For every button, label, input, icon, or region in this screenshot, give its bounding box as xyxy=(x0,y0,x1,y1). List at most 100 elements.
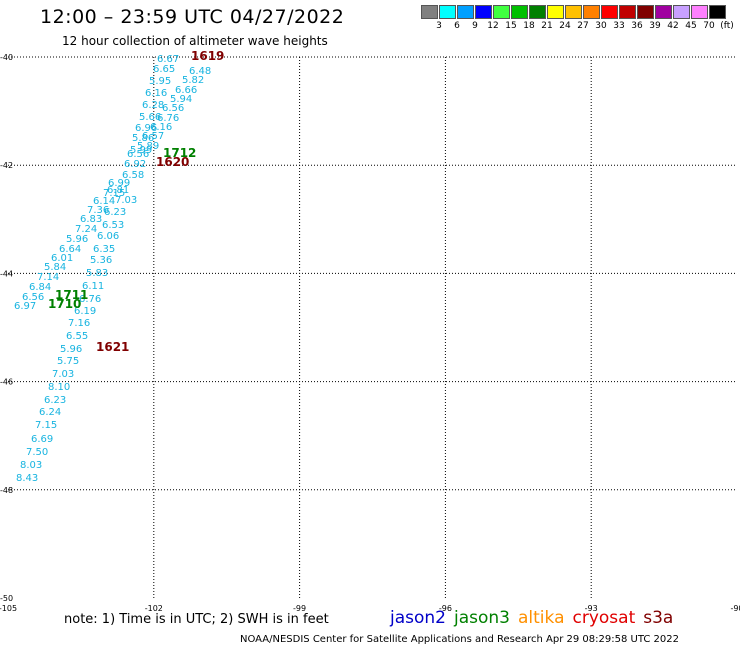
wave-height-label: 6.67 xyxy=(157,54,179,65)
lon-tick-label: -93 xyxy=(585,604,598,613)
wave-height-label: 7.15 xyxy=(35,420,57,431)
lat-tick-label: -48 xyxy=(0,486,13,495)
colorbar-label: 18 xyxy=(523,21,535,31)
satellite-s3a: s3a xyxy=(643,608,674,628)
wave-height-label: 6.56 xyxy=(162,103,184,114)
colorbar-label: 12 xyxy=(487,21,499,31)
wave-height-label: 6.53 xyxy=(102,220,124,231)
colorbar-swatch xyxy=(601,5,618,19)
wave-height-label: 6.96 xyxy=(135,123,157,134)
lat-tick-label: -50 xyxy=(0,594,13,603)
colorbar-swatch xyxy=(547,5,564,19)
lat-tick-label: -44 xyxy=(0,269,13,278)
wave-height-label: 8.03 xyxy=(20,460,42,471)
wave-height-label: 6.55 xyxy=(66,331,88,342)
colorbar-swatch xyxy=(511,5,528,19)
wave-height-label: 6.76 xyxy=(157,113,179,124)
page-subtitle: 12 hour collection of altimeter wave hei… xyxy=(62,34,328,48)
colorbar-label: 42 xyxy=(667,21,679,31)
time-label-s3a: 1619 xyxy=(191,49,224,63)
colorbar-swatch xyxy=(457,5,474,19)
colorbar-swatch xyxy=(529,5,546,19)
wave-height-label: 7.24 xyxy=(75,224,97,235)
wave-height-label: 5.99 xyxy=(130,145,152,156)
wave-height-label: 6.92 xyxy=(124,159,146,170)
lat-tick-label: -42 xyxy=(0,161,13,170)
wave-height-label: 6.83 xyxy=(80,214,102,225)
lat-tick-label: -46 xyxy=(0,378,13,387)
wave-height-label: 5.66 xyxy=(139,112,161,123)
wave-height-label: 7.50 xyxy=(26,447,48,458)
wave-height-label: 5.95 xyxy=(149,76,171,87)
wave-height-label: 6.56 xyxy=(22,292,44,303)
wave-height-label: 6.66 xyxy=(175,85,197,96)
wave-height-label: 6.11 xyxy=(82,281,104,292)
colorbar-label: 21 xyxy=(541,21,553,31)
wave-height-label: 6.06 xyxy=(97,231,119,242)
wave-height-label: 6.23 xyxy=(44,395,66,406)
wave-height-label: 5.89 xyxy=(137,141,159,152)
colorbar-label: 27 xyxy=(577,21,589,31)
page-title: 12:00 – 23:59 UTC 04/27/2022 xyxy=(40,6,345,28)
wave-height-label: 6.64 xyxy=(59,244,81,255)
colorbar-swatch xyxy=(709,5,726,19)
colorbar-label: (ft) xyxy=(720,21,734,31)
colorbar-labels: 3 6 9 12 15 18 21 24 27 30 33 36 39 42 45 70 (ft) xyxy=(421,21,740,35)
time-label-s3a: 1620 xyxy=(156,155,189,169)
wave-height-label: 7.16 xyxy=(68,318,90,329)
colorbar-label: 45 xyxy=(685,21,697,31)
lon-tick-label: -99 xyxy=(293,604,306,613)
wave-height-label: 6.97 xyxy=(14,301,36,312)
colorbar-label: 39 xyxy=(649,21,661,31)
colorbar-swatch xyxy=(619,5,636,19)
wave-height-label: 6.23 xyxy=(104,207,126,218)
wave-height-label: 8.43 xyxy=(16,473,38,484)
colorbar-label: 6 xyxy=(454,21,460,31)
colorbar-label: 24 xyxy=(559,21,571,31)
lon-tick-label: -96 xyxy=(439,604,452,613)
colorbar-label: 70 xyxy=(703,21,715,31)
colorbar-swatch xyxy=(493,5,510,19)
colorbar-swatch xyxy=(655,5,672,19)
time-label-jason3: 1712 xyxy=(163,146,196,160)
wave-height-label: 5.84 xyxy=(44,262,66,273)
colorbar-swatch xyxy=(475,5,492,19)
wave-height-label: 6.24 xyxy=(39,407,61,418)
satellite-legend: jason2 jason3 altika cryosat s3a xyxy=(390,608,681,628)
colorbar-label: 9 xyxy=(472,21,478,31)
wave-height-label: 5.86 xyxy=(132,133,154,144)
lon-tick-label: -102 xyxy=(145,604,163,613)
wave-height-label: 5.83 xyxy=(86,268,108,279)
satellite-cryosat: cryosat xyxy=(572,608,636,628)
wave-height-label: 6.16 xyxy=(150,122,172,133)
wave-height-label: 6.56 xyxy=(127,149,149,160)
wave-height-label: 6.16 xyxy=(145,88,167,99)
colorbar-swatch xyxy=(439,5,456,19)
wave-height-label: 7.14 xyxy=(37,272,59,283)
wave-height-label: 6.14 xyxy=(93,196,115,207)
colorbar-label: 15 xyxy=(505,21,517,31)
wave-height-label: 6.99 xyxy=(108,178,130,189)
wave-height-label: 6.58 xyxy=(122,170,144,181)
colorbar-label: 33 xyxy=(613,21,625,31)
wave-height-label: 6.19 xyxy=(74,306,96,317)
time-label-jason3: 1711 xyxy=(55,288,88,302)
wave-height-label: 6.01 xyxy=(51,253,73,264)
wave-height-label: 6.48 xyxy=(189,66,211,77)
footer-note: note: 1) Time is in UTC; 2) SWH is in fe… xyxy=(64,612,329,627)
colorbar-label: 36 xyxy=(631,21,643,31)
credit-line: NOAA/NESDIS Center for Satellite Applica… xyxy=(240,634,679,645)
colorbar-swatch xyxy=(583,5,600,19)
wave-height-label: 6.76 xyxy=(79,294,101,305)
wave-height-label: 7.36 xyxy=(87,205,109,216)
lat-tick-label: -40 xyxy=(0,53,13,62)
wave-height-label: 5.96 xyxy=(66,234,88,245)
time-label-jason3: 1710 xyxy=(48,297,81,311)
wave-height-label: 7.03 xyxy=(52,369,74,380)
wave-height-label: 7.15 xyxy=(103,188,125,199)
satellite-jason2: jason2 xyxy=(390,608,446,628)
colorbar-swatch xyxy=(421,5,438,19)
wave-height-label: 6.81 xyxy=(107,185,129,196)
colorbar-label: 30 xyxy=(595,21,607,31)
